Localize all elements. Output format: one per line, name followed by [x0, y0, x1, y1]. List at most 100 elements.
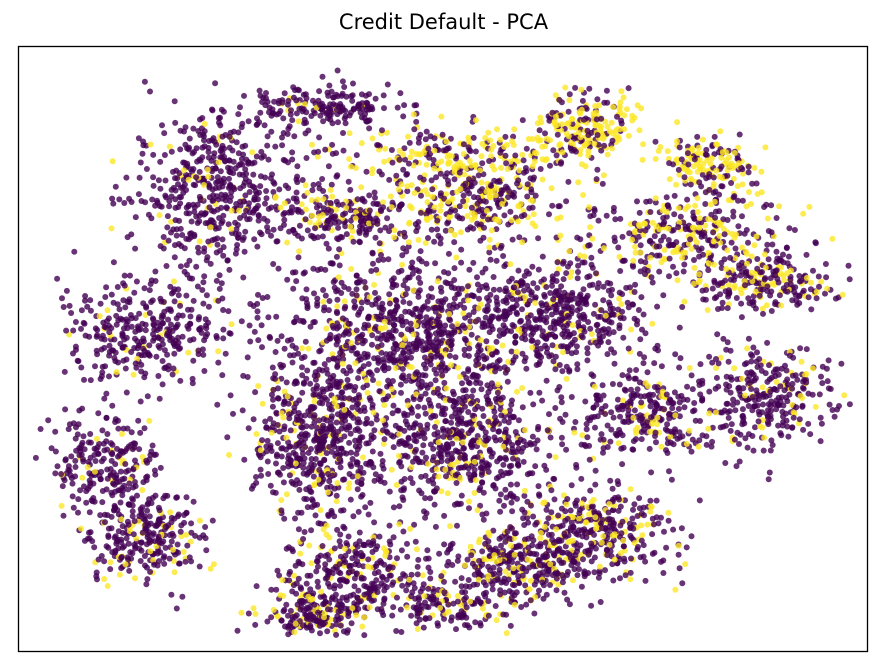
scatter-point-class-0 — [493, 475, 500, 482]
scatter-point-class-0 — [625, 85, 632, 92]
scatter-point-class-0 — [515, 267, 522, 274]
scatter-point-class-0 — [291, 133, 298, 140]
scatter-point-class-0 — [380, 600, 387, 607]
scatter-point-class-1 — [406, 576, 413, 583]
scatter-point-class-0 — [135, 191, 142, 198]
scatter-point-class-1 — [326, 534, 333, 541]
scatter-point-class-0 — [783, 244, 790, 251]
scatter-point-class-0 — [258, 148, 265, 155]
scatter-point-class-0 — [349, 92, 356, 99]
scatter-point-class-0 — [394, 104, 401, 111]
scatter-point-class-0 — [186, 554, 193, 561]
scatter-point-class-0 — [678, 525, 685, 532]
scatter-point-class-1 — [604, 151, 611, 158]
scatter-point-class-1 — [514, 158, 521, 165]
scatter-point-class-0 — [273, 453, 280, 460]
scatter-point-class-0 — [658, 514, 664, 521]
scatter-point-class-0 — [518, 317, 524, 324]
scatter-point-class-0 — [92, 363, 98, 370]
scatter-point-class-0 — [568, 394, 575, 400]
scatter-point-class-0 — [380, 356, 387, 363]
scatter-point-class-0 — [423, 328, 430, 335]
scatter-point-class-0 — [735, 223, 742, 230]
scatter-point-class-0 — [393, 628, 400, 634]
scatter-point-class-0 — [444, 220, 451, 227]
scatter-point-class-0 — [375, 257, 382, 264]
scatter-point-class-0 — [160, 245, 167, 252]
scatter-point-class-0 — [404, 397, 411, 404]
scatter-point-class-0 — [218, 280, 225, 287]
scatter-point-class-0 — [337, 615, 344, 622]
scatter-point-class-0 — [485, 389, 492, 396]
scatter-point-class-0 — [465, 283, 471, 290]
scatter-point-class-0 — [668, 476, 675, 483]
scatter-point-class-0 — [72, 343, 79, 350]
scatter-point-class-0 — [382, 422, 389, 429]
scatter-point-class-0 — [126, 299, 133, 306]
scatter-point-class-0 — [727, 427, 734, 434]
scatter-point-class-1 — [753, 233, 760, 240]
scatter-point-class-0 — [119, 523, 126, 530]
scatter-point-class-0 — [694, 133, 701, 140]
scatter-point-class-0 — [75, 509, 81, 516]
scatter-point-class-0 — [286, 443, 293, 450]
scatter-point-class-1 — [130, 371, 137, 378]
scatter-point-class-0 — [316, 88, 323, 95]
scatter-point-class-0 — [427, 400, 433, 407]
scatter-point-class-0 — [744, 444, 751, 451]
scatter-point-class-0 — [177, 263, 184, 270]
scatter-point-class-0 — [728, 180, 735, 186]
scatter-point-class-0 — [415, 413, 421, 419]
scatter-point-class-0 — [141, 553, 148, 559]
scatter-point-class-0 — [326, 556, 333, 563]
scatter-point-class-0 — [310, 391, 317, 398]
scatter-point-class-0 — [281, 515, 288, 522]
scatter-point-class-0 — [515, 417, 522, 424]
scatter-point-class-0 — [335, 119, 341, 126]
scatter-point-class-0 — [524, 301, 531, 308]
scatter-point-class-0 — [411, 521, 418, 528]
scatter-point-class-1 — [806, 203, 813, 210]
scatter-point-class-1 — [380, 417, 386, 424]
scatter-point-class-0 — [427, 441, 434, 448]
scatter-point-class-0 — [594, 284, 601, 291]
scatter-point-class-1 — [713, 365, 720, 371]
scatter-point-class-0 — [351, 583, 358, 590]
scatter-point-class-0 — [727, 374, 734, 381]
scatter-point-class-0 — [289, 269, 296, 276]
scatter-point-class-1 — [494, 126, 500, 133]
scatter-point-class-0 — [395, 407, 402, 414]
scatter-point-class-0 — [119, 492, 126, 499]
scatter-point-class-0 — [337, 531, 344, 538]
scatter-point-class-0 — [290, 352, 297, 359]
scatter-point-class-1 — [557, 141, 564, 148]
scatter-point-class-0 — [465, 577, 472, 583]
scatter-point-class-0 — [356, 428, 363, 434]
scatter-point-class-0 — [556, 384, 563, 390]
scatter-point-class-0 — [466, 190, 473, 197]
scatter-point-class-0 — [615, 396, 621, 403]
scatter-point-class-0 — [486, 363, 493, 370]
scatter-point-class-0 — [219, 218, 226, 225]
scatter-point-class-1 — [396, 453, 402, 459]
scatter-point-class-0 — [399, 365, 406, 372]
scatter-point-class-1 — [600, 172, 607, 179]
scatter-point-class-0 — [543, 591, 550, 598]
scatter-point-class-1 — [674, 277, 681, 284]
scatter-point-class-0 — [420, 442, 427, 449]
scatter-point-class-0 — [377, 473, 384, 480]
scatter-point-class-0 — [661, 406, 668, 413]
scatter-point-class-0 — [375, 142, 382, 149]
scatter-point-class-0 — [556, 362, 563, 368]
scatter-point-class-1 — [393, 482, 400, 488]
chart-title: Credit Default - PCA — [338, 10, 549, 34]
scatter-point-class-1 — [471, 490, 478, 496]
scatter-point-class-0 — [610, 204, 617, 211]
scatter-point-class-0 — [296, 222, 303, 229]
scatter-point-class-0 — [480, 516, 487, 523]
scatter-point-class-0 — [496, 286, 503, 293]
scatter-point-class-1 — [306, 542, 313, 549]
scatter-point-class-0 — [386, 176, 393, 183]
scatter-point-class-0 — [367, 499, 374, 506]
scatter-point-class-0 — [452, 578, 459, 585]
